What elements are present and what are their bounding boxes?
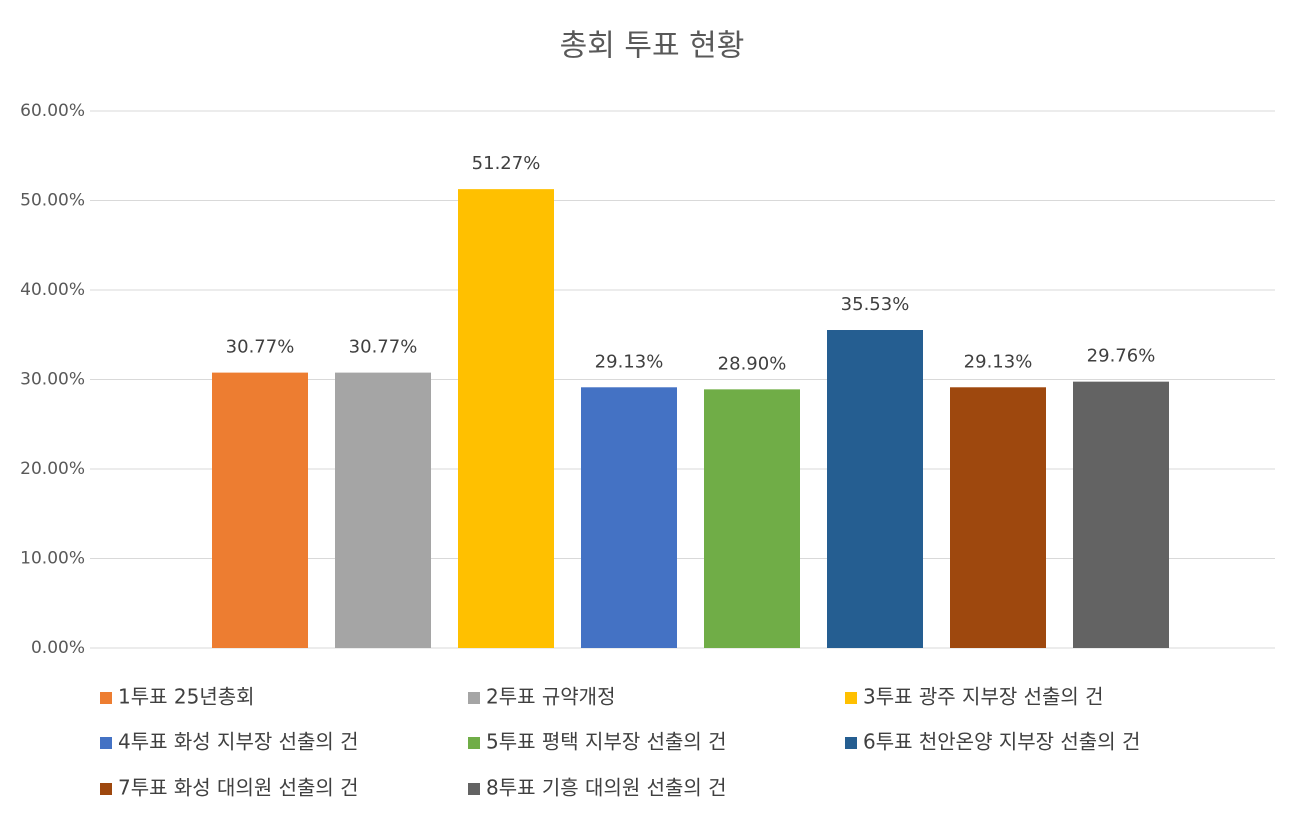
legend-marker xyxy=(100,737,112,749)
legend-label: 7투표 화성 대의원 선출의 건 xyxy=(118,776,359,800)
chart-title: 총회 투표 현황 xyxy=(560,29,745,64)
legend-label: 6투표 천안온양 지부장 선출의 건 xyxy=(863,730,1140,754)
legend-marker xyxy=(468,692,480,704)
bar xyxy=(212,372,308,648)
data-label: 30.77% xyxy=(349,337,418,358)
data-label: 29.13% xyxy=(595,351,664,372)
data-label: 29.13% xyxy=(964,351,1033,372)
bar xyxy=(335,372,431,648)
data-label: 51.27% xyxy=(472,153,541,174)
legend-label: 5투표 평택 지부장 선출의 건 xyxy=(486,730,727,754)
legend-marker xyxy=(468,737,480,749)
y-tick-label: 10.00% xyxy=(20,549,85,569)
y-tick-label: 60.00% xyxy=(20,101,85,121)
y-tick-label: 40.00% xyxy=(20,280,85,300)
legend-label: 8투표 기흥 대의원 선출의 건 xyxy=(486,776,727,800)
legend-marker xyxy=(100,783,112,795)
legend-label: 3투표 광주 지부장 선출의 건 xyxy=(863,685,1104,709)
y-tick-label: 30.00% xyxy=(20,370,85,390)
y-tick-label: 0.00% xyxy=(31,638,85,658)
bar xyxy=(704,389,800,648)
legend-marker xyxy=(468,783,480,795)
bar xyxy=(458,189,554,649)
legend-label: 2투표 규약개정 xyxy=(486,685,615,709)
data-label: 29.76% xyxy=(1087,346,1156,367)
bar xyxy=(950,387,1046,648)
bar xyxy=(827,330,923,648)
y-tick-label: 20.00% xyxy=(20,459,85,479)
legend-marker xyxy=(100,692,112,704)
y-tick-label: 50.00% xyxy=(20,191,85,211)
legend-label: 1투표 25년총회 xyxy=(118,685,255,709)
legend-marker xyxy=(845,737,857,749)
legend-label: 4투표 화성 지부장 선출의 건 xyxy=(118,730,359,754)
data-label: 28.90% xyxy=(718,353,787,374)
legend-marker xyxy=(845,692,857,704)
bar xyxy=(581,387,677,648)
data-label: 35.53% xyxy=(841,294,910,315)
data-label: 30.77% xyxy=(226,337,295,358)
bar xyxy=(1073,381,1169,648)
